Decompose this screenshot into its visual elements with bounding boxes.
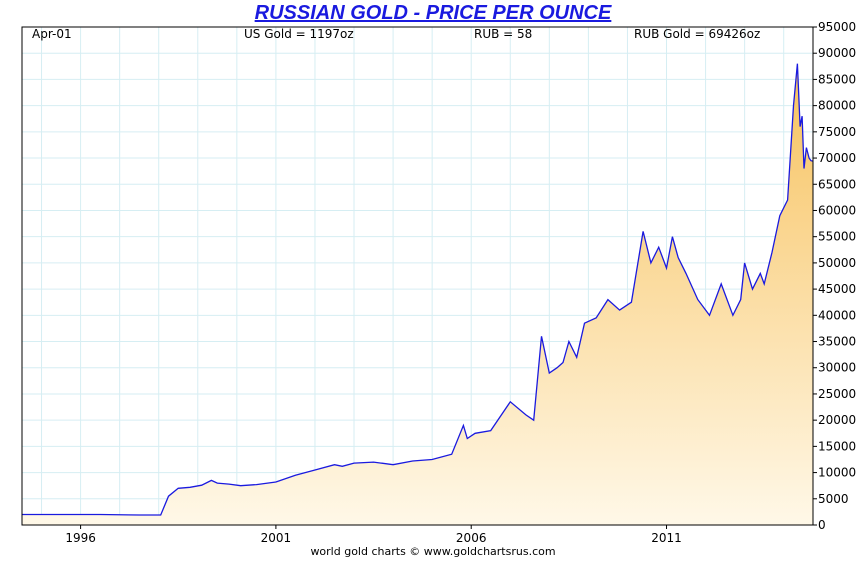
y-tick-label: 25000 [818,387,856,401]
y-tick-label: 10000 [818,466,856,480]
y-tick-label: 20000 [818,413,856,427]
x-tick-label: 2001 [261,531,292,545]
chart-title: RUSSIAN GOLD - PRICE PER OUNCE [254,2,612,24]
grid-lines [22,27,813,525]
y-tick-label: 5000 [818,492,849,506]
y-tick-label: 0 [818,518,826,532]
price-line [22,63,814,516]
y-tick-label: 35000 [818,335,856,349]
y-axis-ticks: 0 5000 10000 15000 20000 25000 30000 35000 40000… [813,20,856,532]
y-tick-label: 55000 [818,230,856,244]
y-tick-label: 40000 [818,308,856,322]
y-tick-label: 30000 [818,361,856,375]
y-tick-label: 70000 [818,151,856,165]
y-tick-label: 60000 [818,203,856,217]
x-axis-ticks: 1996 2001 2006 2011 [65,525,682,545]
header-rub: RUB = 58 [474,27,533,41]
y-tick-label: 50000 [818,256,856,270]
x-tick-label: 2006 [456,531,487,545]
y-tick-label: 85000 [818,72,856,86]
header-date: Apr-01 [32,27,72,41]
y-tick-label: 75000 [818,125,856,139]
x-tick-label: 2011 [651,531,682,545]
y-tick-label: 45000 [818,282,856,296]
chart-credit: world gold charts © www.goldchartsrus.co… [310,545,556,558]
y-tick-label: 95000 [818,20,856,34]
header-rub-gold: RUB Gold = 69426oz [634,27,761,41]
header-us-gold: US Gold = 1197oz [244,27,354,41]
y-tick-label: 15000 [818,439,856,453]
plot-frame [21,26,814,526]
y-tick-label: 90000 [818,46,856,60]
y-tick-label: 65000 [818,177,856,191]
y-tick-label: 80000 [818,99,856,113]
x-tick-label: 1996 [65,531,96,545]
price-area-fill [22,63,813,525]
